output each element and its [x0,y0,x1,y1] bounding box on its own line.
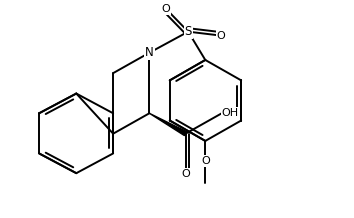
Text: OH: OH [222,108,239,118]
Text: O: O [217,31,225,41]
Text: S: S [184,25,192,38]
Text: O: O [161,4,170,14]
Polygon shape [149,113,187,136]
Text: O: O [181,169,190,179]
Text: O: O [201,156,210,166]
Text: N: N [145,46,154,59]
